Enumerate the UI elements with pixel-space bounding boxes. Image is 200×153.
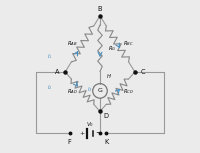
- Text: B: B: [98, 6, 102, 12]
- Text: $I_2$: $I_2$: [47, 83, 53, 91]
- Text: $R_{BC}$: $R_{BC}$: [123, 39, 133, 48]
- Text: A: A: [55, 69, 60, 75]
- Text: K: K: [104, 139, 108, 145]
- Text: −: −: [96, 130, 101, 136]
- Text: D: D: [104, 113, 109, 119]
- Text: $H$: $H$: [106, 72, 112, 80]
- Text: F: F: [68, 139, 72, 145]
- Text: $I_3$: $I_3$: [87, 85, 92, 94]
- Text: G: G: [98, 88, 102, 93]
- Text: $R_G$: $R_G$: [108, 44, 116, 53]
- Text: $R_{AB}$: $R_{AB}$: [67, 39, 77, 48]
- Text: $R_{CD}$: $R_{CD}$: [123, 87, 134, 96]
- Text: +: +: [79, 131, 84, 136]
- Text: C: C: [140, 69, 145, 75]
- Text: $I_1$: $I_1$: [47, 52, 53, 61]
- Text: $V_0$: $V_0$: [86, 121, 94, 129]
- Text: $R_{AD}$: $R_{AD}$: [67, 87, 77, 96]
